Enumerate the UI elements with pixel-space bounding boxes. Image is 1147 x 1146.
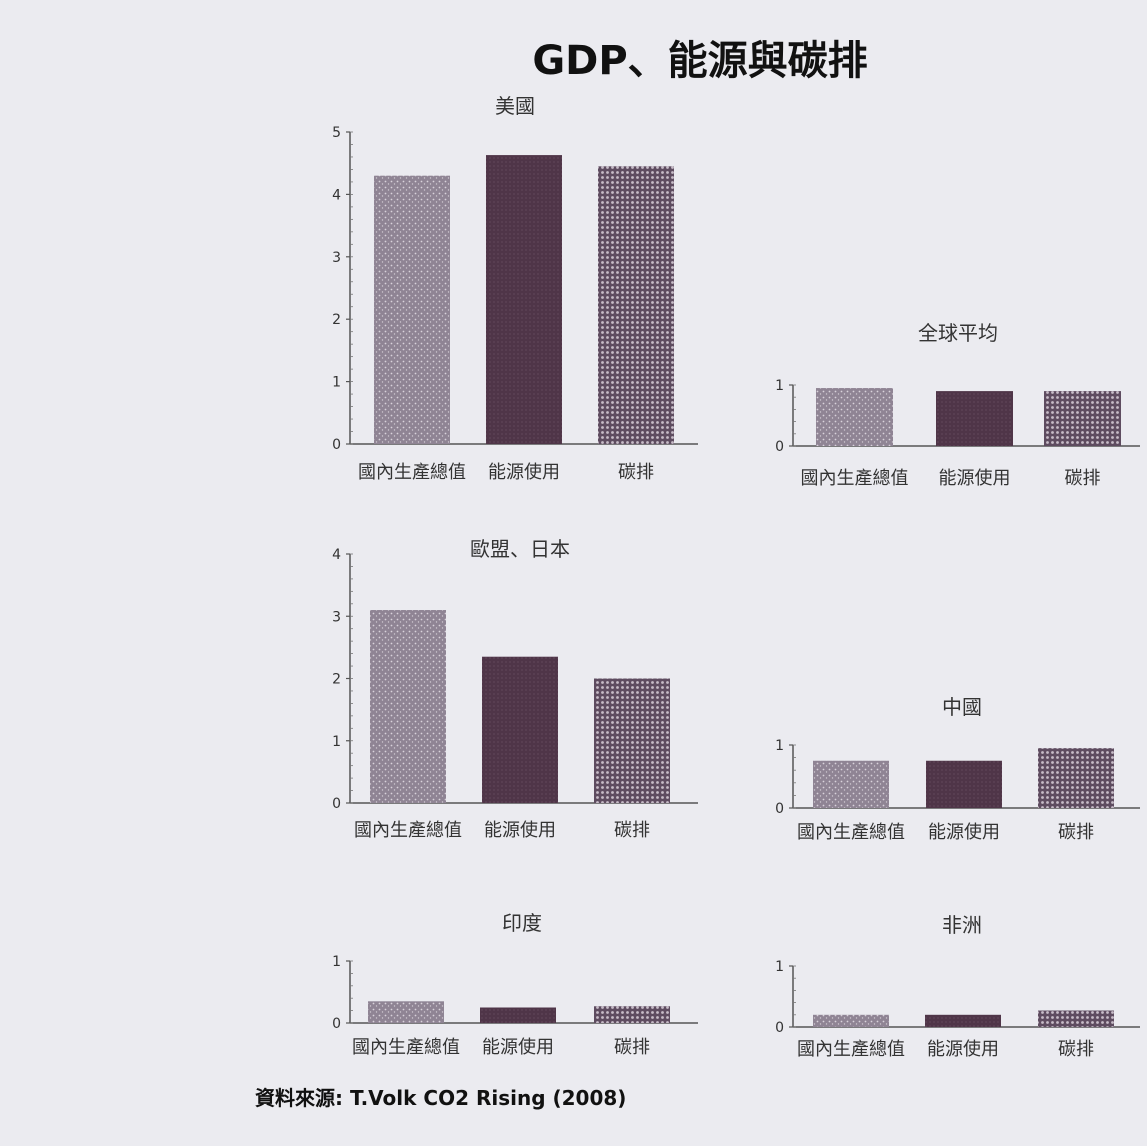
category-label: 能源使用 bbox=[482, 1037, 554, 1058]
bar bbox=[368, 1001, 444, 1023]
bar bbox=[370, 610, 446, 803]
y-tick-label: 1 bbox=[775, 959, 784, 975]
category-label: 能源使用 bbox=[484, 820, 556, 841]
bar bbox=[482, 656, 558, 803]
y-tick-label: 1 bbox=[332, 734, 341, 750]
bar bbox=[1044, 391, 1121, 446]
y-tick-label: 4 bbox=[332, 187, 341, 203]
bar bbox=[936, 391, 1013, 446]
bar bbox=[816, 388, 893, 446]
bar bbox=[925, 1014, 1001, 1027]
category-label: 碳排 bbox=[614, 820, 650, 841]
category-label: 能源使用 bbox=[927, 1039, 999, 1060]
y-tick-label: 1 bbox=[775, 738, 784, 754]
y-tick-label: 0 bbox=[332, 796, 341, 812]
bar bbox=[480, 1007, 556, 1023]
bar bbox=[813, 1014, 889, 1027]
y-tick-label: 0 bbox=[775, 801, 784, 817]
category-label: 國內生產總值 bbox=[354, 820, 462, 841]
chart-title: 印度 bbox=[502, 911, 542, 935]
bar bbox=[486, 155, 562, 444]
chart-title: 全球平均 bbox=[918, 321, 998, 345]
bar bbox=[813, 760, 889, 808]
y-tick-label: 5 bbox=[332, 125, 341, 141]
y-tick-label: 1 bbox=[332, 375, 341, 391]
y-tick-label: 0 bbox=[775, 1020, 784, 1036]
category-label: 國內生產總值 bbox=[797, 1039, 905, 1060]
y-tick-label: 3 bbox=[332, 609, 341, 625]
category-label: 能源使用 bbox=[488, 462, 560, 483]
source-note: 資料來源: T.Volk CO2 Rising (2008) bbox=[255, 1086, 627, 1110]
category-label: 碳排 bbox=[1058, 1039, 1094, 1060]
category-label: 碳排 bbox=[1058, 822, 1094, 843]
y-tick-label: 1 bbox=[332, 954, 341, 970]
bar bbox=[598, 166, 674, 444]
chart-title: 歐盟、日本 bbox=[470, 537, 570, 561]
category-label: 能源使用 bbox=[939, 468, 1011, 489]
chart-title: 非洲 bbox=[942, 913, 982, 937]
category-label: 碳排 bbox=[618, 462, 654, 483]
bar bbox=[594, 678, 670, 803]
y-tick-label: 0 bbox=[332, 437, 341, 453]
chart-title: 美國 bbox=[495, 94, 535, 118]
bar bbox=[374, 175, 450, 444]
chart-title: 中國 bbox=[942, 695, 982, 719]
y-tick-label: 0 bbox=[332, 1016, 341, 1032]
category-label: 國內生產總值 bbox=[801, 468, 909, 489]
category-label: 國內生產總值 bbox=[358, 462, 466, 483]
bar bbox=[594, 1006, 670, 1023]
y-tick-label: 2 bbox=[332, 672, 341, 688]
category-label: 國內生產總值 bbox=[797, 822, 905, 843]
category-label: 碳排 bbox=[614, 1037, 650, 1058]
y-tick-label: 1 bbox=[775, 378, 784, 394]
page-title: GDP、能源與碳排 bbox=[532, 38, 868, 84]
y-tick-label: 4 bbox=[332, 547, 341, 563]
category-label: 國內生產總值 bbox=[352, 1037, 460, 1058]
category-label: 碳排 bbox=[1065, 468, 1101, 489]
bar bbox=[1038, 1010, 1114, 1027]
y-tick-label: 3 bbox=[332, 250, 341, 266]
y-tick-label: 0 bbox=[775, 439, 784, 455]
bar bbox=[1038, 748, 1114, 808]
category-label: 能源使用 bbox=[928, 822, 1000, 843]
y-tick-label: 2 bbox=[332, 312, 341, 328]
bar bbox=[926, 760, 1002, 808]
